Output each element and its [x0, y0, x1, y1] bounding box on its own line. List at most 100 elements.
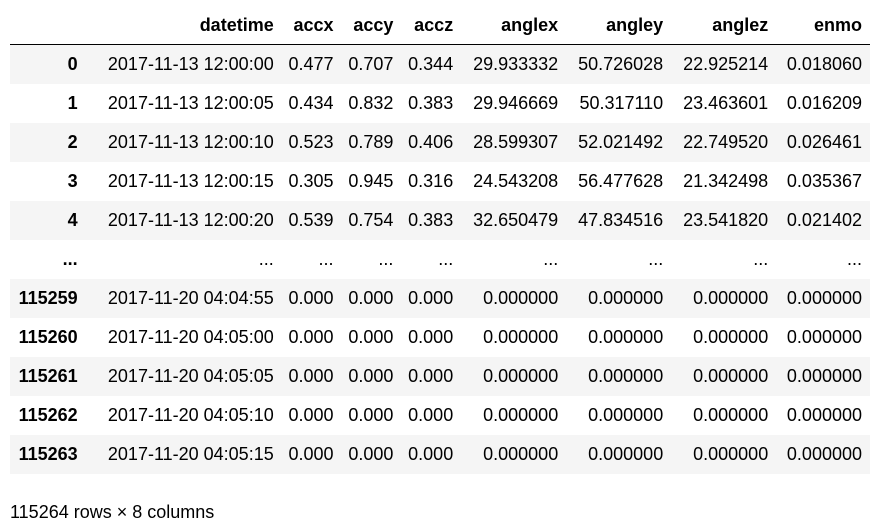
cell-datetime: 2017-11-13 12:00:00 — [107, 54, 274, 74]
cell-anglez: 22.925214 — [683, 54, 769, 74]
cell-accz: 0.000 — [408, 327, 454, 347]
cell-anglez: 0.000000 — [693, 366, 769, 386]
table-row: 1 2017-11-13 12:00:05 0.434 0.832 0.383 … — [10, 84, 870, 123]
cell-anglez: ... — [753, 249, 769, 269]
column-header-accy: accy — [341, 6, 402, 45]
cell-enmo: 0.026461 — [786, 132, 862, 152]
cell-angley: ... — [648, 249, 664, 269]
cell-anglez: 0.000000 — [693, 405, 769, 425]
cell-accy: 0.789 — [348, 132, 394, 152]
cell-datetime: 2017-11-13 12:00:05 — [107, 93, 274, 113]
row-index: 115263 — [18, 444, 78, 464]
table-row: 115262 2017-11-20 04:05:10 0.000 0.000 0… — [10, 396, 870, 435]
cell-accx: 0.523 — [288, 132, 334, 152]
column-header-anglez: anglez — [671, 6, 777, 45]
cell-angley: 0.000000 — [588, 405, 664, 425]
cell-accy: 0.000 — [348, 405, 394, 425]
cell-angley: 0.000000 — [588, 444, 664, 464]
row-index: 115261 — [18, 366, 78, 386]
table-row: 115260 2017-11-20 04:05:00 0.000 0.000 0… — [10, 318, 870, 357]
cell-accy: 0.707 — [348, 54, 394, 74]
row-index: 115262 — [18, 405, 78, 425]
cell-anglex: 0.000000 — [483, 288, 559, 308]
cell-accz: 0.383 — [408, 93, 454, 113]
column-header-datetime: datetime — [85, 6, 282, 45]
cell-datetime: 2017-11-20 04:05:15 — [107, 444, 274, 464]
table-row: 115259 2017-11-20 04:04:55 0.000 0.000 0… — [10, 279, 870, 318]
cell-enmo: 0.016209 — [786, 93, 862, 113]
index-header — [10, 6, 86, 45]
cell-accy: 0.945 — [348, 171, 394, 191]
cell-angley: 50.317110 — [579, 93, 664, 113]
cell-angley: 50.726028 — [578, 54, 664, 74]
cell-accz: 0.316 — [408, 171, 454, 191]
cell-accx: 0.000 — [288, 405, 334, 425]
column-header-anglex: anglex — [461, 6, 567, 45]
cell-angley: 0.000000 — [588, 366, 664, 386]
cell-enmo: 0.035367 — [786, 171, 862, 191]
cell-accy: ... — [378, 249, 394, 269]
cell-accx: 0.000 — [288, 288, 334, 308]
table-row: 4 2017-11-13 12:00:20 0.539 0.754 0.383 … — [10, 201, 870, 240]
cell-accz: 0.000 — [408, 444, 454, 464]
row-index: ... — [62, 249, 78, 269]
ellipsis-row: ... ... ... ... ... ... ... ... ... — [10, 240, 870, 279]
header-row: datetime accx accy accz anglex angley an… — [10, 6, 870, 45]
cell-angley: 0.000000 — [588, 288, 664, 308]
cell-enmo: 0.000000 — [786, 444, 862, 464]
table-header: datetime accx accy accz anglex angley an… — [10, 6, 870, 45]
cell-anglex: 0.000000 — [483, 366, 559, 386]
row-index: 2 — [67, 132, 78, 152]
cell-accy: 0.000 — [348, 366, 394, 386]
cell-enmo: 0.018060 — [786, 54, 862, 74]
cell-accz: 0.344 — [408, 54, 454, 74]
cell-accy: 0.000 — [348, 288, 394, 308]
cell-datetime: 2017-11-13 12:00:15 — [107, 171, 274, 191]
cell-accy: 0.000 — [348, 444, 394, 464]
cell-accx: 0.000 — [288, 327, 334, 347]
cell-angley: 0.000000 — [588, 327, 664, 347]
cell-angley: 47.834516 — [578, 210, 664, 230]
cell-anglex: 29.946669 — [473, 93, 559, 113]
cell-accz: 0.000 — [408, 366, 454, 386]
cell-datetime: 2017-11-20 04:05:05 — [107, 366, 274, 386]
cell-accx: ... — [318, 249, 334, 269]
table-row: 2 2017-11-13 12:00:10 0.523 0.789 0.406 … — [10, 123, 870, 162]
cell-anglex: 32.650479 — [473, 210, 559, 230]
cell-anglez: 0.000000 — [693, 444, 769, 464]
cell-enmo: ... — [846, 249, 862, 269]
table-row: 115261 2017-11-20 04:05:05 0.000 0.000 0… — [10, 357, 870, 396]
cell-anglex: 24.543208 — [473, 171, 559, 191]
cell-datetime: 2017-11-20 04:05:10 — [107, 405, 274, 425]
cell-anglez: 23.541820 — [683, 210, 769, 230]
column-header-accx: accx — [281, 6, 342, 45]
cell-anglez: 22.749520 — [683, 132, 769, 152]
row-index: 115259 — [18, 288, 78, 308]
shape-caption: 115264 rows × 8 columns — [10, 502, 215, 522]
table-row: 3 2017-11-13 12:00:15 0.305 0.945 0.316 … — [10, 162, 870, 201]
cell-accz: 0.383 — [408, 210, 454, 230]
row-index: 115260 — [18, 327, 78, 347]
table-row: 115263 2017-11-20 04:05:15 0.000 0.000 0… — [10, 435, 870, 474]
row-index: 0 — [67, 54, 78, 74]
row-index: 1 — [67, 93, 78, 113]
cell-anglez: 0.000000 — [693, 327, 769, 347]
cell-enmo: 0.000000 — [786, 405, 862, 425]
cell-anglex: 0.000000 — [483, 327, 559, 347]
cell-accx: 0.434 — [288, 93, 334, 113]
cell-datetime: 2017-11-13 12:00:20 — [107, 210, 274, 230]
cell-anglez: 21.342498 — [683, 171, 769, 191]
cell-accz: ... — [438, 249, 454, 269]
cell-accx: 0.539 — [288, 210, 334, 230]
cell-enmo: 0.000000 — [786, 288, 862, 308]
column-header-angley: angley — [566, 6, 672, 45]
cell-accx: 0.000 — [288, 366, 334, 386]
cell-datetime: 2017-11-13 12:00:10 — [107, 132, 274, 152]
cell-anglex: 28.599307 — [473, 132, 559, 152]
cell-angley: 52.021492 — [578, 132, 664, 152]
table-row: 0 2017-11-13 12:00:00 0.477 0.707 0.344 … — [10, 44, 870, 84]
cell-anglez: 0.000000 — [693, 288, 769, 308]
cell-accy: 0.754 — [348, 210, 394, 230]
cell-accx: 0.000 — [288, 444, 334, 464]
cell-accx: 0.305 — [288, 171, 334, 191]
